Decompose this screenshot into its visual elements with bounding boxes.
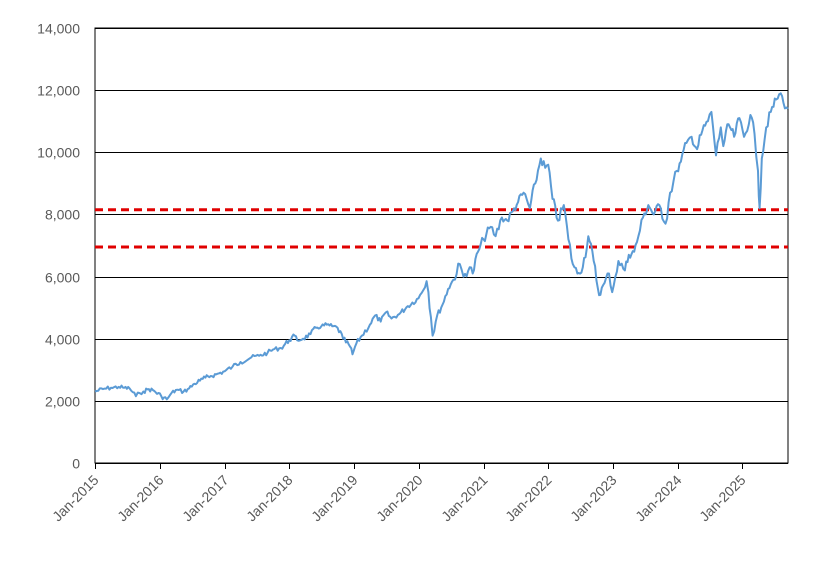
x-tick-label: Jan-2018	[243, 472, 296, 525]
gridlines	[95, 28, 788, 402]
x-tick-label: Jan-2025	[696, 472, 749, 525]
x-tick-label: Jan-2022	[502, 472, 555, 525]
y-tick-label: 12,000	[37, 83, 80, 99]
series-line	[94, 92, 789, 401]
x-tick-label: Jan-2016	[114, 472, 167, 525]
y-tick-label: 6,000	[45, 270, 80, 286]
y-tick-label: 4,000	[45, 332, 80, 348]
x-tick-label: Jan-2024	[632, 472, 685, 525]
y-tick-label: 10,000	[37, 145, 80, 161]
x-tick-label: Jan-2021	[438, 472, 491, 525]
y-tick-label: 14,000	[37, 21, 80, 37]
series-group	[94, 92, 789, 401]
x-tick-label: Jan-2017	[179, 472, 232, 525]
x-tick-label: Jan-2020	[373, 472, 426, 525]
x-tick-label: Jan-2015	[49, 472, 102, 525]
x-tick-label: Jan-2023	[567, 472, 620, 525]
y-tick-label: 2,000	[45, 394, 80, 410]
x-tick-label: Jan-2019	[308, 472, 361, 525]
y-axis-tick-labels: 0 2,000 4,000 6,000 8,000 10,000 12,000 14,000	[37, 21, 80, 472]
y-tick-label: 8,000	[45, 207, 80, 223]
y-tick-label: 0	[72, 456, 80, 472]
axes	[94, 27, 789, 469]
plot-area-border	[94, 27, 789, 464]
x-axis-tick-labels: Jan-2015 Jan-2016 Jan-2017 Jan-2018 Jan-2019…	[49, 472, 749, 525]
reference-lines	[95, 208, 788, 249]
